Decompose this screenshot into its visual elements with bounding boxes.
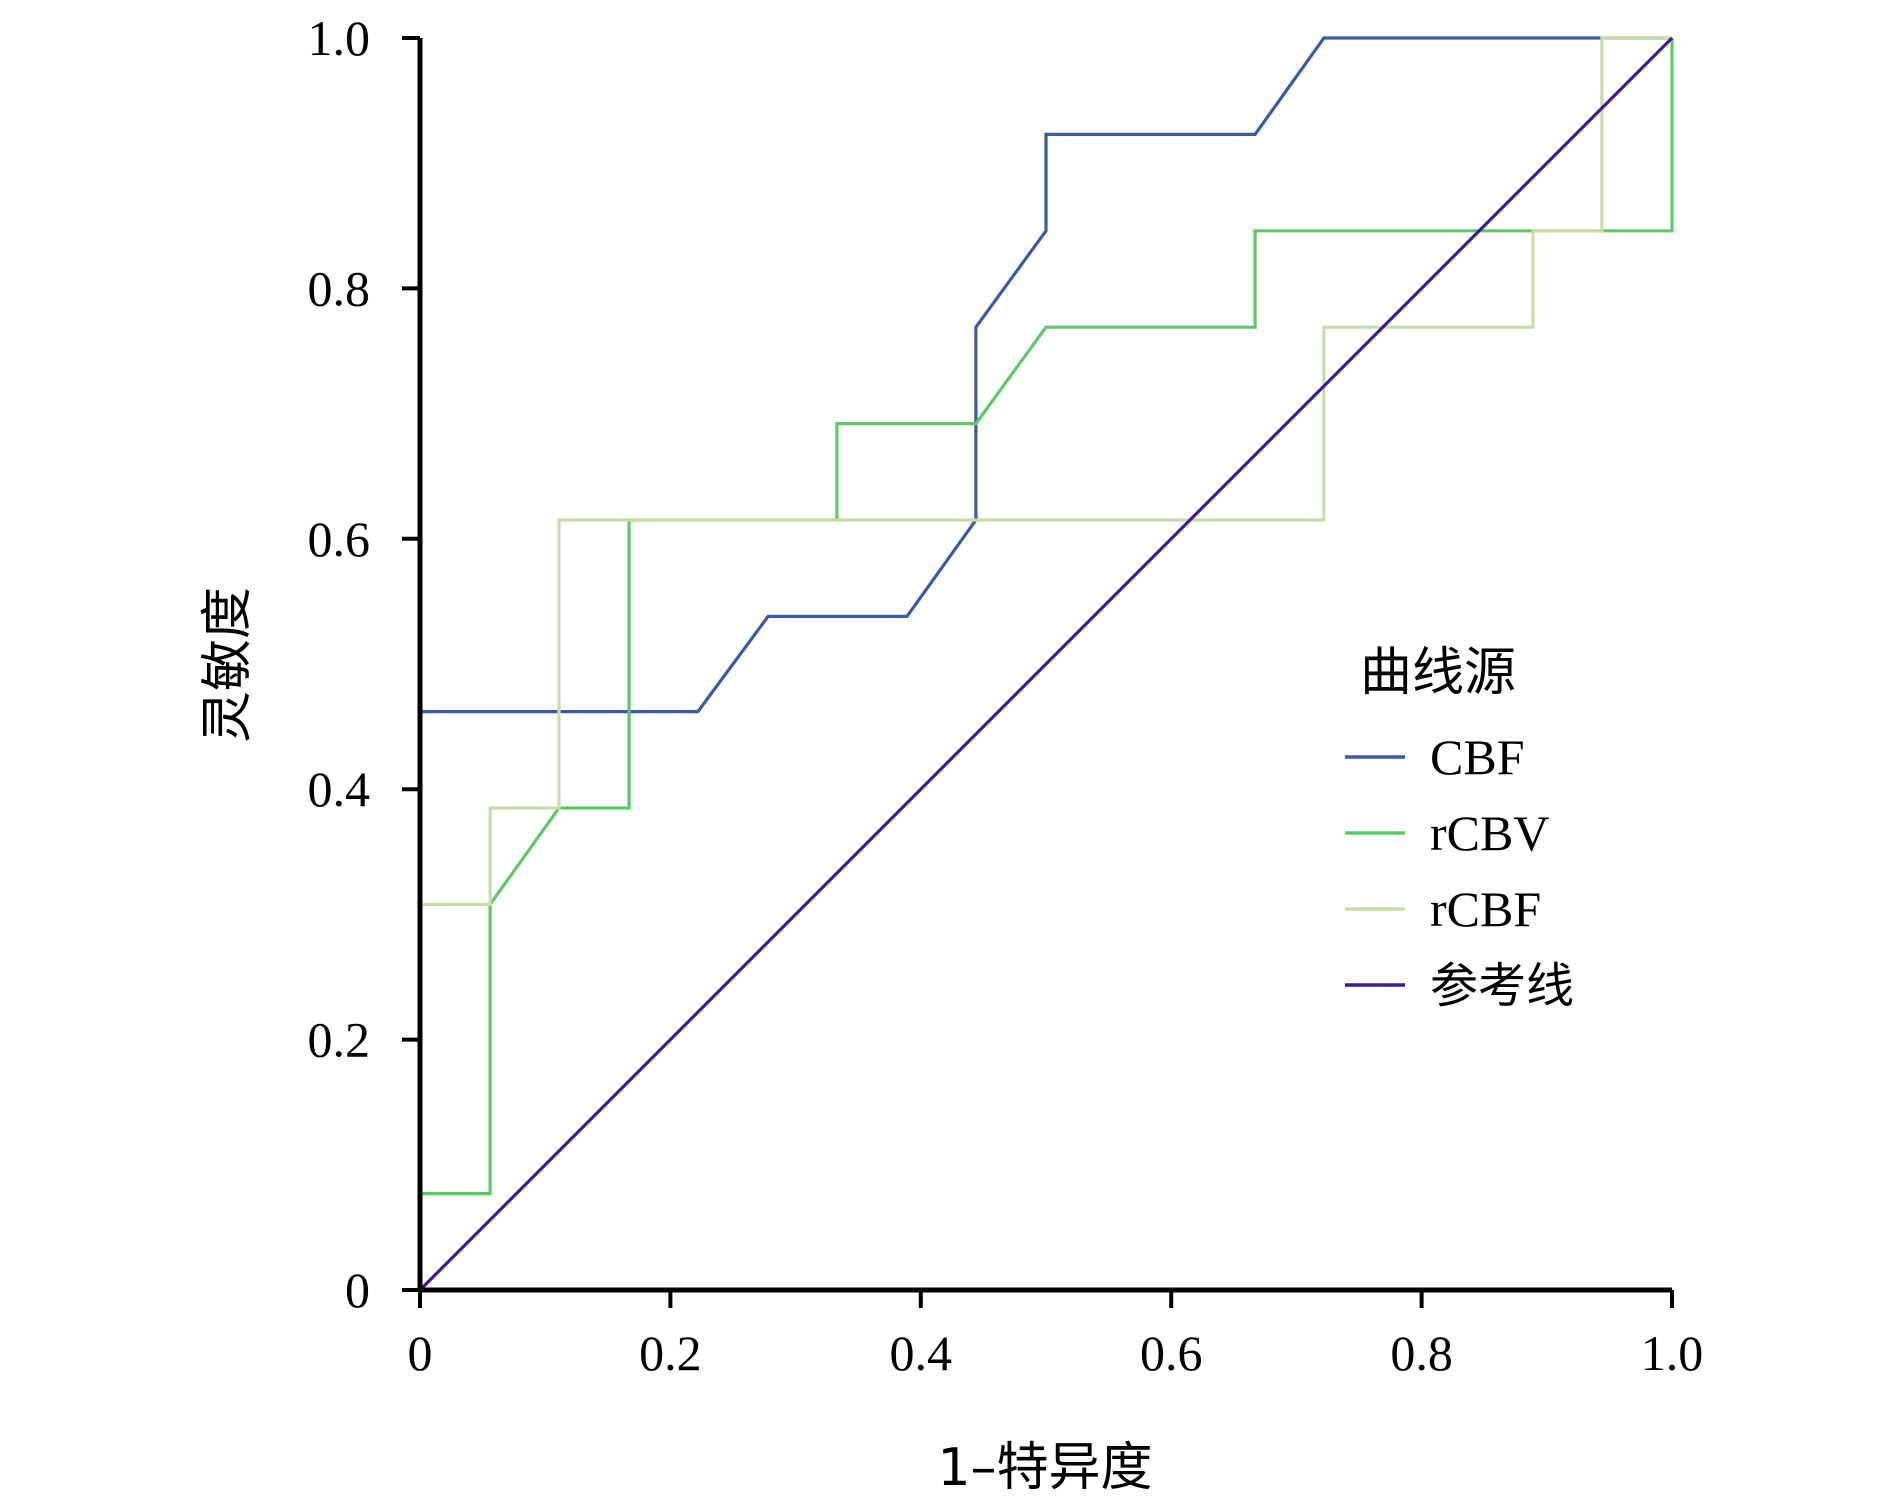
series-line-0	[420, 36, 1672, 714]
x-tick-label: 0	[408, 1325, 433, 1381]
x-tick-label: 0.4	[890, 1325, 953, 1381]
series-line-3	[418, 36, 1674, 1292]
x-axis-title: 1–特异度	[937, 1438, 1152, 1498]
y-tick-label: 0.4	[308, 761, 371, 817]
legend-label-1: rCBV	[1430, 805, 1549, 861]
ticks: 0 0.2 0.4 0.6 0.8 1.0 0 0.2 0.4 0.6 0.8 1.0	[308, 10, 1704, 1381]
x-tick-label: 0.2	[639, 1325, 702, 1381]
series-line-1	[420, 38, 1674, 1196]
y-tick-label: 0.2	[308, 1012, 371, 1068]
legend-label-2: rCBF	[1430, 881, 1541, 937]
x-tick-label: 1.0	[1641, 1325, 1704, 1381]
y-tick-label: 0.6	[308, 511, 371, 567]
y-tick-label: 1.0	[308, 10, 371, 66]
y-axis-title: 灵敏度	[198, 587, 258, 743]
x-tick-label: 0.8	[1390, 1325, 1453, 1381]
legend-title: 曲线源	[1360, 643, 1516, 703]
x-tick-label: 0.6	[1140, 1325, 1203, 1381]
plot-lines	[418, 36, 1674, 1292]
y-tick-label: 0	[345, 1262, 370, 1318]
legend-label-0: CBF	[1430, 729, 1525, 785]
axes	[417, 38, 1672, 1293]
y-tick-label: 0.8	[308, 260, 371, 316]
legend-label-3: 参考线	[1430, 958, 1574, 1014]
series-line-2	[420, 36, 1672, 907]
legend: 曲线源 CBF rCBV rCBF 参考线	[1345, 643, 1574, 1014]
